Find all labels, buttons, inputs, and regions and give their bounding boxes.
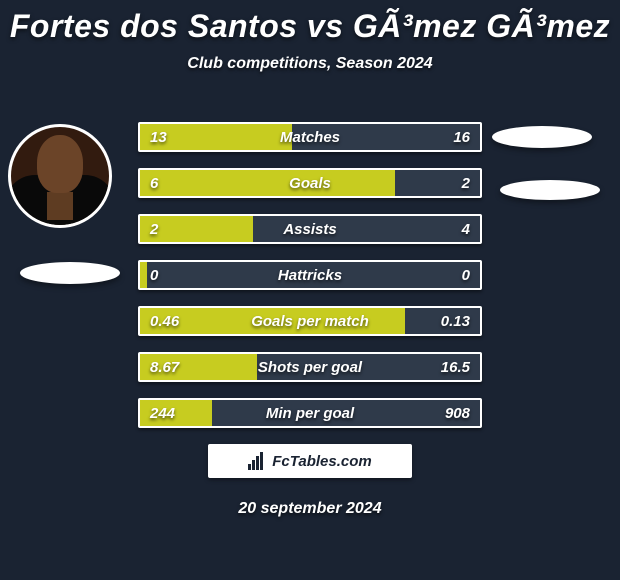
stat-value-right: 2 [452, 170, 480, 196]
stat-value-right: 4 [452, 216, 480, 242]
shadow-ellipse-right-2 [500, 180, 600, 200]
avatar-face [37, 135, 83, 193]
stat-value-right: 16.5 [431, 354, 480, 380]
stat-value-right: 16 [443, 124, 480, 150]
stat-row: Assists2 4 [138, 214, 482, 244]
stat-value-right: 908 [435, 400, 480, 426]
stat-value-left: 2 [140, 216, 168, 242]
avatar-neck [47, 192, 73, 220]
stat-row: Matches13 16 [138, 122, 482, 152]
stat-row: Goals6 2 [138, 168, 482, 198]
stat-value-left: 13 [140, 124, 177, 150]
stat-label: Goals [140, 170, 480, 196]
stat-row: Hattricks0 0 [138, 260, 482, 290]
stat-value-right: 0.13 [431, 308, 480, 334]
stat-label: Matches [140, 124, 480, 150]
stat-label: Min per goal [140, 400, 480, 426]
stat-value-right: 0 [452, 262, 480, 288]
stat-label: Shots per goal [140, 354, 480, 380]
brand-text: FcTables.com [272, 453, 371, 470]
stat-value-left: 8.67 [140, 354, 189, 380]
player-left-avatar [8, 124, 112, 228]
stat-value-left: 6 [140, 170, 168, 196]
brand-logo-icon [248, 452, 266, 470]
stat-label: Assists [140, 216, 480, 242]
stat-value-left: 0.46 [140, 308, 189, 334]
page-subtitle: Club competitions, Season 2024 [0, 55, 620, 73]
page-title: Fortes dos Santos vs GÃ³mez GÃ³mez [0, 0, 620, 45]
stat-label: Hattricks [140, 262, 480, 288]
shadow-ellipse-right-1 [492, 126, 592, 148]
stat-row: Shots per goal8.67 16.5 [138, 352, 482, 382]
stat-value-left: 0 [140, 262, 168, 288]
footer-date: 20 september 2024 [0, 500, 620, 518]
stats-container: Matches1316Goals62Assists24Hattricks00Go… [138, 122, 482, 444]
stat-label: Goals per match [140, 308, 480, 334]
brand-badge: FcTables.com [208, 444, 412, 478]
stat-value-left: 244 [140, 400, 185, 426]
stat-row: Goals per match0.46 0.13 [138, 306, 482, 336]
stat-row: Min per goal244 908 [138, 398, 482, 428]
shadow-ellipse-left [20, 262, 120, 284]
